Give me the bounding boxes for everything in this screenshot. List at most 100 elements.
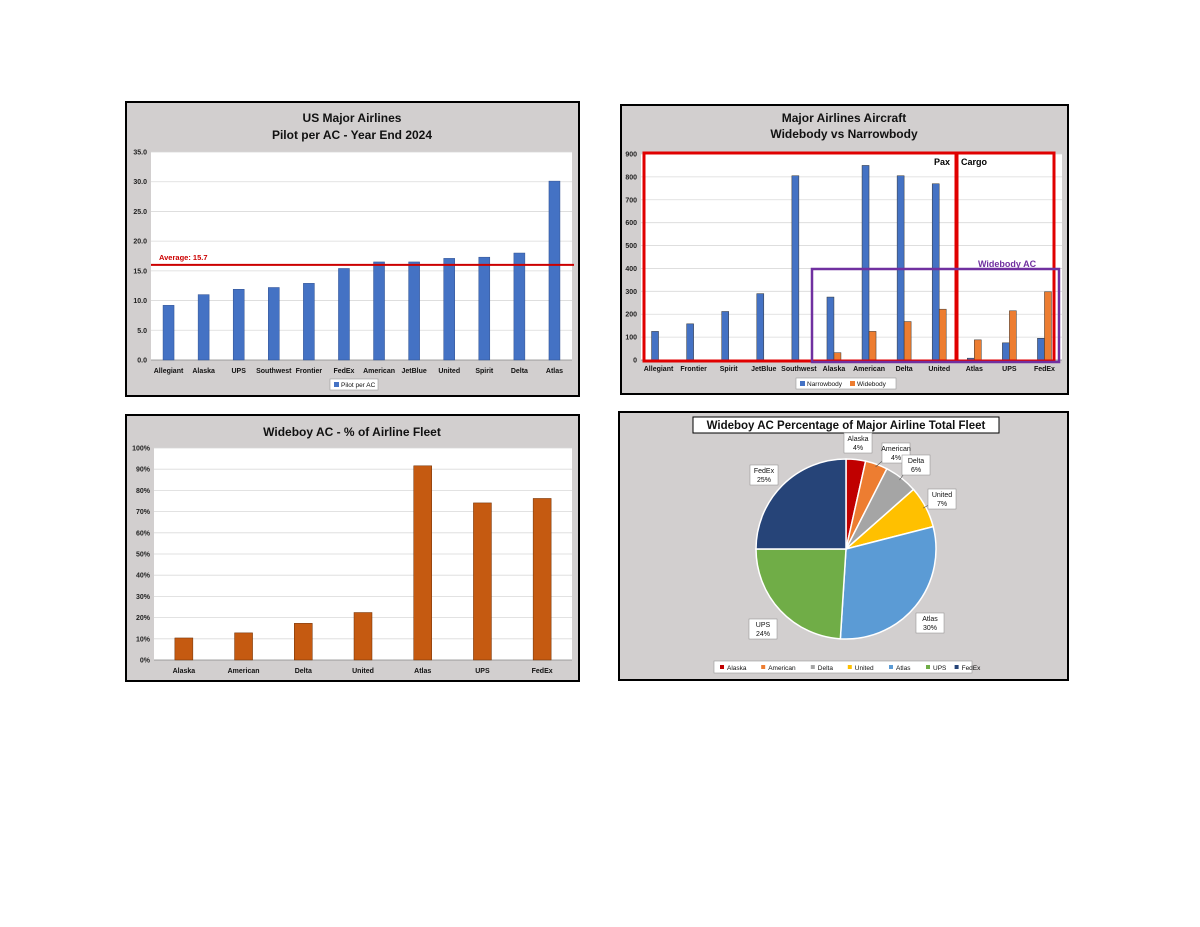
bar-widebody-united <box>938 308 947 361</box>
legend-swatch <box>800 381 805 386</box>
x-tick-label: Allegiant <box>154 368 184 375</box>
bar-pilot-per-ac-american <box>373 261 385 361</box>
x-tick-label: FedEx <box>333 368 354 375</box>
y-tick-label: 300 <box>625 289 637 296</box>
data-label-box <box>748 618 778 640</box>
data-label-name: American <box>881 446 911 453</box>
pie-slice-ups <box>755 548 847 640</box>
chart-pie: Wideboy AC Percentage of Major Airline T… <box>692 416 1000 674</box>
y-tick-label: 15.0 <box>133 268 147 275</box>
chart-pie-panel: Wideboy AC Percentage of Major Airline T… <box>618 411 1069 681</box>
legend-box <box>713 660 973 674</box>
x-tick-label: Delta <box>295 668 312 675</box>
data-label-name: UPS <box>756 622 771 629</box>
data-label-value: 6% <box>911 467 921 474</box>
bar-widebody-atlas <box>974 339 982 361</box>
y-tick-label: 0 <box>633 358 637 365</box>
bar-pilot-per-ac-spirit <box>478 256 491 361</box>
y-tick-label: 80% <box>136 488 151 495</box>
x-tick-label: Atlas <box>546 368 563 375</box>
legend-swatch <box>810 665 815 669</box>
legend-swatch <box>847 665 852 669</box>
chart-title: Major Airlines Aircraft <box>782 111 906 125</box>
legend-label: Delta <box>818 665 834 672</box>
bar-narrowbody-frontier <box>686 323 694 361</box>
bar-pilot-per-ac-alaska <box>197 294 210 361</box>
y-tick-label: 500 <box>625 243 637 250</box>
bar-pilot-per-ac-united <box>443 258 455 361</box>
data-label-box <box>749 464 779 486</box>
legend-label: United <box>855 665 874 672</box>
y-tick-label: 10.0 <box>133 298 147 305</box>
plot-area <box>641 154 1062 360</box>
x-tick-label: American <box>853 366 885 373</box>
x-tick-label: Spirit <box>720 366 739 373</box>
y-tick-label: 900 <box>625 152 637 159</box>
bar-pilot-per-ac-jetblue <box>408 261 420 361</box>
cargo-label: Cargo <box>961 157 988 167</box>
bar-widebody-fedex <box>1044 291 1052 361</box>
x-tick-label: American <box>228 668 260 675</box>
bar-pilot-per-ac-southwest <box>268 287 280 361</box>
y-tick-label: 70% <box>136 509 151 516</box>
legend-box <box>795 377 897 390</box>
bar-narrowbody-spirit <box>721 311 729 361</box>
bar-widebody-alaska <box>833 352 842 361</box>
x-tick-label: UPS <box>475 668 490 675</box>
chart-title: Wideboy AC Percentage of Major Airline T… <box>707 420 986 432</box>
plot-area <box>151 152 572 360</box>
data-label-value: 25% <box>757 477 771 484</box>
pie-slice-fedex <box>755 458 847 550</box>
data-label-value: 30% <box>923 625 937 632</box>
y-tick-label: 90% <box>136 467 151 474</box>
x-tick-label: Delta <box>896 366 913 373</box>
legend-swatch <box>850 381 855 386</box>
y-tick-label: 20.0 <box>133 239 147 246</box>
x-tick-label: Allegiant <box>644 366 674 373</box>
x-tick-label: Alaska <box>192 368 215 375</box>
data-label-name: Delta <box>908 458 924 465</box>
bar-pilot-per-ac-allegiant <box>162 305 175 361</box>
y-tick-label: 200 <box>625 312 637 319</box>
x-tick-label: JetBlue <box>401 368 426 375</box>
data-label-box <box>927 488 957 510</box>
bar-pilot-per-ac-fedex <box>338 268 350 361</box>
data-label-name: Alaska <box>847 436 868 443</box>
legend-swatch <box>889 665 893 669</box>
chart-pilots: US Major Airlines Pilot per AC - Year End… <box>133 111 574 391</box>
x-tick-label: FedEx <box>1034 366 1055 373</box>
bar-pilot-per-ac-delta <box>513 252 526 361</box>
x-tick-label: Southwest <box>256 368 292 375</box>
y-tick-label: 0% <box>140 658 151 665</box>
legend-label: FedEx <box>962 665 982 672</box>
data-label-value: 24% <box>756 631 770 638</box>
chart-title: US Major Airlines <box>303 111 402 125</box>
x-tick-label: Frontier <box>680 366 707 373</box>
y-tick-label: 10% <box>136 636 151 643</box>
bar-narrowbody-ups <box>1002 342 1010 361</box>
data-label-value: 7% <box>937 501 947 508</box>
x-tick-label: United <box>928 366 950 373</box>
data-label-box <box>901 454 931 476</box>
data-label-box <box>843 432 873 454</box>
bar-widebody-%-delta <box>294 623 313 661</box>
chart-title: Wideboy AC - % of Airline Fleet <box>263 425 441 439</box>
x-tick-label: Southwest <box>781 366 817 373</box>
legend-box <box>329 378 379 391</box>
legend-label: Alaska <box>727 665 747 672</box>
x-tick-label: Alaska <box>823 366 846 373</box>
chart-subtitle: Widebody vs Narrowbody <box>770 127 918 141</box>
y-tick-label: 30% <box>136 594 151 601</box>
x-tick-label: Spirit <box>475 368 494 375</box>
data-label-value: 4% <box>853 445 863 452</box>
bar-pilot-per-ac-ups <box>232 289 245 361</box>
bar-widebody-american <box>868 331 877 361</box>
data-label-box <box>915 612 945 634</box>
bar-narrowbody-united <box>931 183 940 361</box>
widebody-label: Widebody AC <box>978 259 1037 269</box>
pax-label: Pax <box>934 157 950 167</box>
y-tick-label: 30.0 <box>133 179 147 186</box>
y-tick-label: 20% <box>136 615 151 622</box>
legend-swatch <box>720 665 724 669</box>
x-tick-label: UPS <box>1002 366 1017 373</box>
